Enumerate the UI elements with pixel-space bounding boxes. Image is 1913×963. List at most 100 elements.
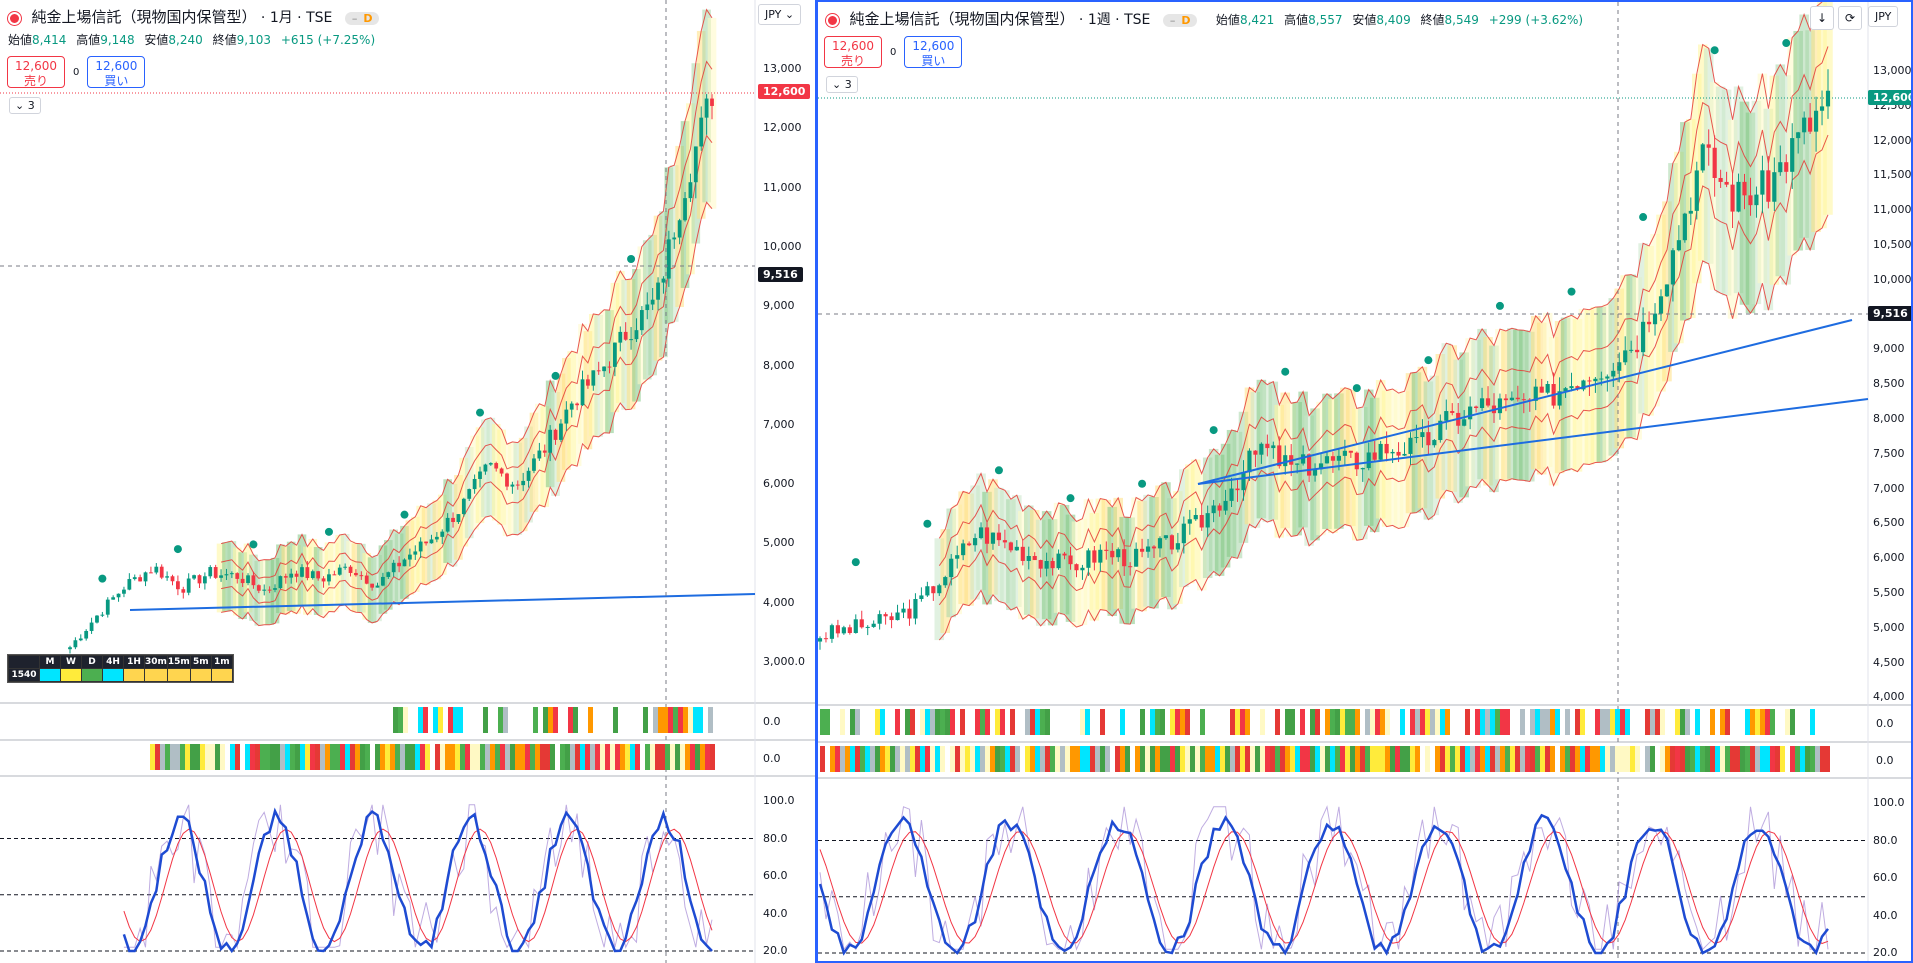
signal-strip-cell bbox=[570, 744, 575, 770]
candle-body bbox=[1068, 555, 1073, 565]
signal-strip-cell bbox=[395, 744, 400, 770]
left-timeframe[interactable]: · 1月 · TSE bbox=[260, 10, 333, 26]
candle-body bbox=[1581, 380, 1586, 390]
signal-strip-cell bbox=[610, 744, 615, 770]
signal-strip-cell bbox=[365, 744, 370, 770]
signal-strip-cell bbox=[1695, 709, 1700, 735]
left-price-tick-label: 13,000 bbox=[763, 62, 802, 75]
candle-body bbox=[505, 473, 509, 487]
signal-strip-cell bbox=[230, 744, 235, 770]
candle-body bbox=[1730, 184, 1735, 212]
band-line bbox=[938, 134, 1829, 606]
signal-strip-cell bbox=[875, 709, 880, 735]
signal-strip-cell bbox=[588, 707, 593, 733]
candle-body bbox=[1062, 553, 1067, 556]
signal-strip-cell bbox=[880, 709, 885, 735]
band-shade bbox=[1012, 495, 1022, 608]
signal-strip-cell bbox=[605, 744, 610, 770]
signal-strip-cell bbox=[840, 709, 845, 735]
signal-strip-cell bbox=[1645, 746, 1650, 772]
candle-body bbox=[1629, 349, 1634, 351]
signal-strip-cell bbox=[1380, 746, 1385, 772]
candle-body bbox=[1396, 451, 1401, 456]
pivot-high-dot bbox=[1352, 384, 1361, 393]
signal-strip-cell bbox=[1205, 746, 1210, 772]
signal-strip-cell bbox=[895, 746, 900, 772]
signal-strip-cell bbox=[155, 744, 160, 770]
signal-strip-cell bbox=[423, 707, 428, 733]
pivot-high-dot bbox=[1281, 367, 1290, 376]
refresh-icon[interactable]: ⟳ bbox=[1838, 6, 1862, 30]
signal-strip-cell bbox=[1145, 746, 1150, 772]
left-symbol-title[interactable]: 純金上場信託（現物国内保管型） bbox=[31, 8, 257, 26]
osc-signal-line bbox=[123, 828, 713, 943]
candle-body bbox=[901, 608, 906, 613]
right-buy-button[interactable]: 12,600 買い bbox=[904, 36, 963, 68]
signal-strip-cell bbox=[175, 744, 180, 770]
signal-strip-cell bbox=[1300, 709, 1305, 735]
right-timeframe[interactable]: · 1週 · TSE bbox=[1078, 12, 1151, 28]
right-price-tick-label: 5,500 bbox=[1873, 586, 1905, 599]
signal-strip-cell bbox=[1305, 746, 1310, 772]
right-symbol-title[interactable]: 純金上場信託（現物国内保管型） bbox=[849, 10, 1075, 28]
left-chart-pane[interactable]: 純金上場信託（現物国内保管型） · 1月 · TSE – D 始値8,414 高値… bbox=[0, 0, 815, 963]
signal-strip-cell bbox=[1320, 746, 1325, 772]
signal-strip-cell bbox=[1490, 746, 1495, 772]
signal-strip-cell bbox=[460, 744, 465, 770]
trend-line bbox=[129, 593, 756, 611]
left-buy-button[interactable]: 12,600 買い bbox=[87, 56, 146, 88]
signal-strip-cell bbox=[1365, 709, 1370, 735]
left-chart-canvas[interactable] bbox=[0, 0, 815, 963]
candle-body bbox=[397, 562, 401, 567]
signal-strip-cell bbox=[1620, 746, 1625, 772]
signal-strip-cell bbox=[200, 744, 205, 770]
pane-divider[interactable] bbox=[815, 0, 816, 963]
signal-strip-cell bbox=[1475, 746, 1480, 772]
candle-body bbox=[1790, 138, 1795, 172]
band-shade bbox=[1447, 345, 1458, 492]
right-badge[interactable]: – D bbox=[1162, 13, 1198, 27]
right-price-tick-label: 13,000 bbox=[1873, 64, 1912, 77]
right-chart-pane[interactable]: 純金上場信託（現物国内保管型） · 1週 · TSE – D 始値8,421 高値… bbox=[816, 0, 1913, 963]
signal-strip-cell bbox=[245, 744, 250, 770]
band-shade bbox=[486, 417, 496, 516]
right-sell-button[interactable]: 12,600 売り bbox=[824, 36, 882, 68]
left-badge[interactable]: – D bbox=[344, 11, 380, 25]
candle-body bbox=[1754, 194, 1759, 206]
signal-strip-cell bbox=[825, 709, 830, 735]
right-currency-button[interactable]: JPY bbox=[1868, 6, 1899, 27]
signal-strip-cell bbox=[1175, 746, 1180, 772]
candle-body bbox=[111, 597, 116, 600]
right-indicators-collapse[interactable]: ⌄ 3 bbox=[826, 76, 858, 93]
candle-body bbox=[202, 576, 207, 584]
right-price-tick-label: 10,000 bbox=[1873, 272, 1912, 286]
signal-strip-cell bbox=[1335, 746, 1340, 772]
signal-strip-cell bbox=[550, 744, 555, 770]
signal-strip-cell bbox=[1600, 746, 1605, 772]
signal-strip-cell bbox=[1140, 709, 1145, 735]
signal-strip-cell bbox=[1040, 746, 1045, 772]
signal-strip-cell bbox=[385, 744, 390, 770]
signal-strip-cell bbox=[470, 744, 475, 770]
left-currency-button[interactable]: JPY ⌄ bbox=[758, 4, 802, 25]
signal-strip-cell bbox=[255, 744, 260, 770]
signal-strip-cell bbox=[150, 744, 155, 770]
signal-strip-cell bbox=[403, 707, 408, 733]
signal-strip-cell bbox=[1425, 746, 1430, 772]
signal-strip-cell bbox=[1605, 709, 1610, 735]
signal-strip-cell bbox=[1340, 746, 1345, 772]
band-shade bbox=[351, 543, 361, 613]
candle-body bbox=[370, 583, 375, 588]
left-sell-button[interactable]: 12,600 売り bbox=[7, 56, 65, 88]
right-chart-canvas[interactable] bbox=[818, 2, 1913, 963]
signal-strip-cell bbox=[1085, 709, 1090, 735]
signal-strip-cell bbox=[1360, 746, 1365, 772]
pivot-high-dot bbox=[851, 558, 860, 567]
signal-strip-cell bbox=[1255, 746, 1260, 772]
left-indicators-collapse[interactable]: ⌄ 3 bbox=[9, 97, 41, 114]
signal-strip-cell bbox=[1300, 746, 1305, 772]
signal-strip-cell bbox=[1280, 746, 1285, 772]
signal-strip-cell bbox=[1770, 709, 1775, 735]
mtf-header: 1m bbox=[210, 655, 233, 669]
download-icon[interactable]: ↓ bbox=[1810, 6, 1834, 30]
